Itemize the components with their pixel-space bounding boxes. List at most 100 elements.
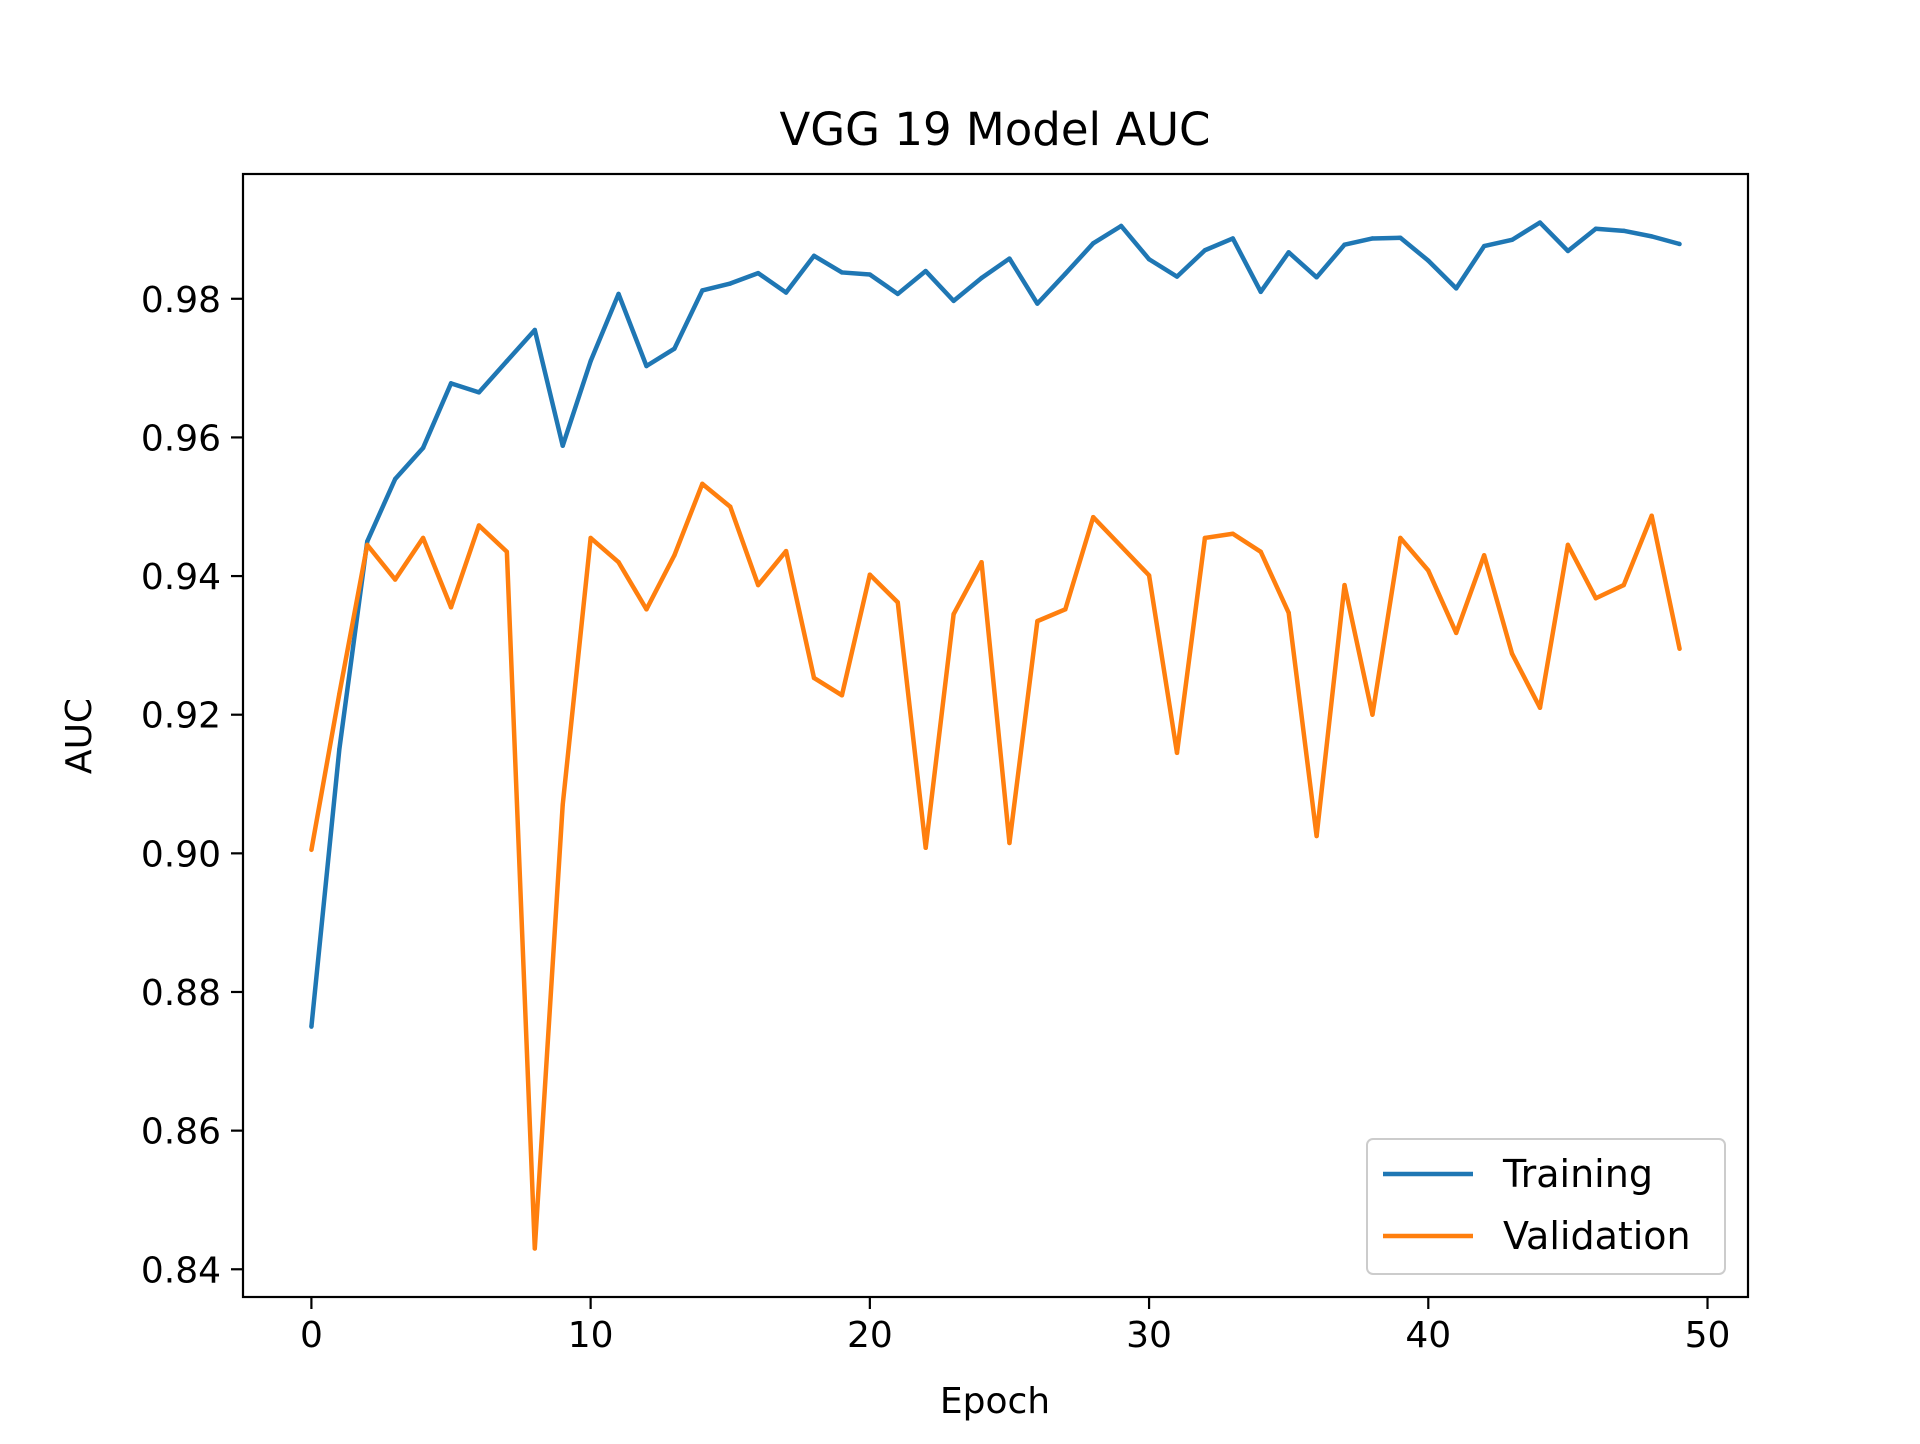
data-point-validation xyxy=(1621,582,1626,588)
data-point-training xyxy=(1007,256,1012,261)
data-point-validation xyxy=(1146,573,1152,578)
y-axis-label: AUC xyxy=(59,698,100,774)
data-point-training xyxy=(1565,248,1571,254)
data-point-training xyxy=(365,539,370,544)
data-point-training xyxy=(1342,242,1347,247)
data-point-validation xyxy=(1537,705,1543,710)
data-point-training xyxy=(1677,241,1682,247)
data-point-training xyxy=(1621,228,1626,234)
data-point-validation xyxy=(588,535,593,541)
data-point-validation xyxy=(1342,582,1347,588)
data-point-training xyxy=(811,253,817,258)
data-point-validation xyxy=(476,523,482,528)
legend-label-validation: Validation xyxy=(1503,1214,1691,1258)
data-point-validation xyxy=(337,691,342,697)
data-point-validation xyxy=(1426,568,1431,573)
data-point-training xyxy=(1091,241,1096,246)
series-line-training xyxy=(309,220,1681,1027)
legend-label-training: Training xyxy=(1502,1152,1653,1196)
data-point-training xyxy=(728,281,733,286)
data-point-validation xyxy=(1258,549,1263,554)
data-point-validation xyxy=(309,847,314,853)
y-tick-label: 0.88 xyxy=(141,973,221,1014)
data-point-training xyxy=(700,288,705,293)
plot-area xyxy=(309,220,1682,1251)
data-point-training xyxy=(420,445,426,451)
data-point-training xyxy=(1063,271,1068,277)
y-tick-label: 0.90 xyxy=(141,834,221,875)
data-point-validation xyxy=(1398,535,1403,541)
legend: Training Validation xyxy=(1366,1138,1726,1275)
data-point-validation xyxy=(616,560,621,565)
data-point-training xyxy=(1593,226,1599,231)
y-tick-label: 0.92 xyxy=(141,696,221,737)
data-point-training xyxy=(1118,223,1124,229)
data-point-training xyxy=(337,747,342,752)
data-point-validation xyxy=(560,802,565,808)
x-tick-label: 50 xyxy=(1685,1315,1731,1356)
data-point-validation xyxy=(1202,535,1208,541)
data-point-training xyxy=(616,291,621,297)
data-point-training xyxy=(1481,243,1487,249)
data-point-validation xyxy=(1118,544,1124,549)
data-point-validation xyxy=(811,675,817,681)
data-point-validation xyxy=(895,600,900,605)
data-point-validation xyxy=(420,535,426,541)
series-line-validation xyxy=(309,481,1682,1251)
data-point-training xyxy=(1286,250,1291,255)
data-point-validation xyxy=(1007,840,1012,846)
data-point-training xyxy=(783,290,789,295)
x-tick-label: 30 xyxy=(1126,1315,1172,1356)
data-point-validation xyxy=(1677,646,1682,652)
series-points-training xyxy=(309,220,1682,1029)
y-axis-ticks: 0.84 0.86 0.88 0.90 0.92 0.94 0.96 0.98 xyxy=(141,280,243,1291)
data-point-validation xyxy=(700,481,705,487)
axes-frame xyxy=(241,172,1750,1299)
data-point-validation xyxy=(672,553,677,558)
data-point-validation xyxy=(448,605,454,610)
y-tick-label: 0.96 xyxy=(141,418,221,459)
data-point-training xyxy=(755,270,761,276)
data-point-training xyxy=(392,476,398,482)
data-point-training xyxy=(1258,289,1263,295)
data-point-training xyxy=(839,270,845,275)
data-point-training xyxy=(1454,286,1459,291)
data-point-training xyxy=(895,291,900,297)
data-point-validation xyxy=(728,504,733,509)
x-tick-label: 40 xyxy=(1405,1315,1451,1356)
data-point-validation xyxy=(365,542,370,548)
data-point-training xyxy=(1509,237,1515,243)
data-point-training xyxy=(923,268,928,274)
data-point-validation xyxy=(392,577,398,582)
y-tick-label: 0.86 xyxy=(141,1112,221,1153)
data-point-training xyxy=(1230,236,1236,241)
data-point-validation xyxy=(1286,610,1291,615)
data-point-training xyxy=(560,443,565,448)
y-tick-label: 0.98 xyxy=(141,280,221,321)
data-point-training xyxy=(448,381,454,386)
data-point-training xyxy=(979,275,984,281)
data-point-training xyxy=(644,363,649,369)
data-point-validation xyxy=(644,607,649,612)
data-point-validation xyxy=(1509,651,1515,656)
data-point-training xyxy=(532,327,537,333)
data-point-training xyxy=(1649,234,1654,239)
data-point-training xyxy=(1174,274,1180,279)
data-point-validation xyxy=(839,693,845,698)
chart-title: VGG 19 Model AUC xyxy=(780,103,1211,156)
data-point-training xyxy=(1146,257,1152,262)
x-tick-label: 10 xyxy=(568,1315,614,1356)
data-point-validation xyxy=(1649,513,1654,518)
series-points-validation xyxy=(309,481,1682,1251)
data-point-training xyxy=(1370,236,1375,241)
data-point-validation xyxy=(1174,750,1180,756)
x-tick-label: 20 xyxy=(847,1315,893,1356)
data-point-validation xyxy=(979,560,984,565)
data-point-validation xyxy=(1593,596,1599,601)
data-point-validation xyxy=(1063,607,1068,612)
data-point-validation xyxy=(1565,542,1571,548)
data-point-validation xyxy=(867,572,873,577)
data-point-training xyxy=(1537,220,1543,225)
